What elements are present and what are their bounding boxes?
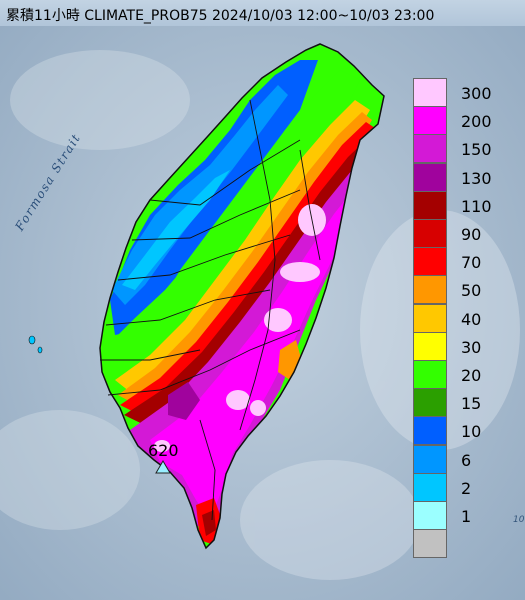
rain-patch-300 <box>250 400 266 416</box>
legend-swatch <box>413 472 447 502</box>
max-rainfall-label: 620 <box>148 441 179 460</box>
edge-label: 10 <box>513 515 525 525</box>
county-boundaries <box>100 99 321 521</box>
max-rainfall-marker-icon <box>155 460 171 474</box>
legend-swatch <box>413 303 447 333</box>
legend-swatch <box>413 134 447 164</box>
rain-band-10mm <box>110 60 318 335</box>
legend-label: 110 <box>461 196 492 216</box>
legend-label: 30 <box>461 337 482 357</box>
rain-patch-300 <box>154 440 170 452</box>
legend-swatch <box>413 219 447 248</box>
legend-swatch <box>413 416 447 446</box>
rain-patch-300 <box>226 390 250 410</box>
rain-band-20mm <box>108 70 360 395</box>
legend-swatch <box>413 331 447 361</box>
legend-swatch <box>413 529 447 559</box>
legend-label: 1 <box>461 507 472 526</box>
rain-band-50mm <box>118 112 372 410</box>
penghu-islands <box>28 335 43 354</box>
legend-label: 10 <box>461 422 482 442</box>
legend-label: 40 <box>461 309 482 329</box>
legend-swatch <box>413 247 447 277</box>
rain-band-300mm <box>154 204 326 452</box>
rain-band-2mm <box>122 170 230 290</box>
legend-swatch <box>413 162 447 192</box>
legend-swatch <box>413 388 447 418</box>
legend-swatch <box>413 106 447 136</box>
legend-label: 150 <box>461 140 492 160</box>
legend-label: 200 <box>461 112 492 132</box>
legend-label: 6 <box>461 450 472 470</box>
legend-label: 2 <box>461 478 472 498</box>
title-bar: 累積11小時 CLIMATE_PROB75 2024/10/03 12:00~1… <box>0 0 525 26</box>
legend-label: 90 <box>461 225 482 244</box>
legend-swatch <box>413 275 447 305</box>
legend-label: 300 <box>461 84 492 103</box>
legend-label: 20 <box>461 366 482 385</box>
rain-band-70mm <box>120 122 375 420</box>
map-title: 累積11小時 CLIMATE_PROB75 2024/10/03 12:00~1… <box>6 8 435 24</box>
rain-patch-300 <box>280 262 320 282</box>
rain-patch-300 <box>264 308 292 332</box>
legend-swatch <box>413 78 447 107</box>
legend-label: 70 <box>461 253 482 273</box>
legend-swatch <box>413 444 447 474</box>
rain-band-130mm <box>168 382 200 420</box>
legend-label: 50 <box>461 281 482 301</box>
legend-swatch <box>413 501 447 530</box>
legend-swatch <box>413 190 447 220</box>
legend-label: 15 <box>461 394 482 414</box>
legend-label: 130 <box>461 168 492 188</box>
legend-swatch <box>413 360 447 389</box>
